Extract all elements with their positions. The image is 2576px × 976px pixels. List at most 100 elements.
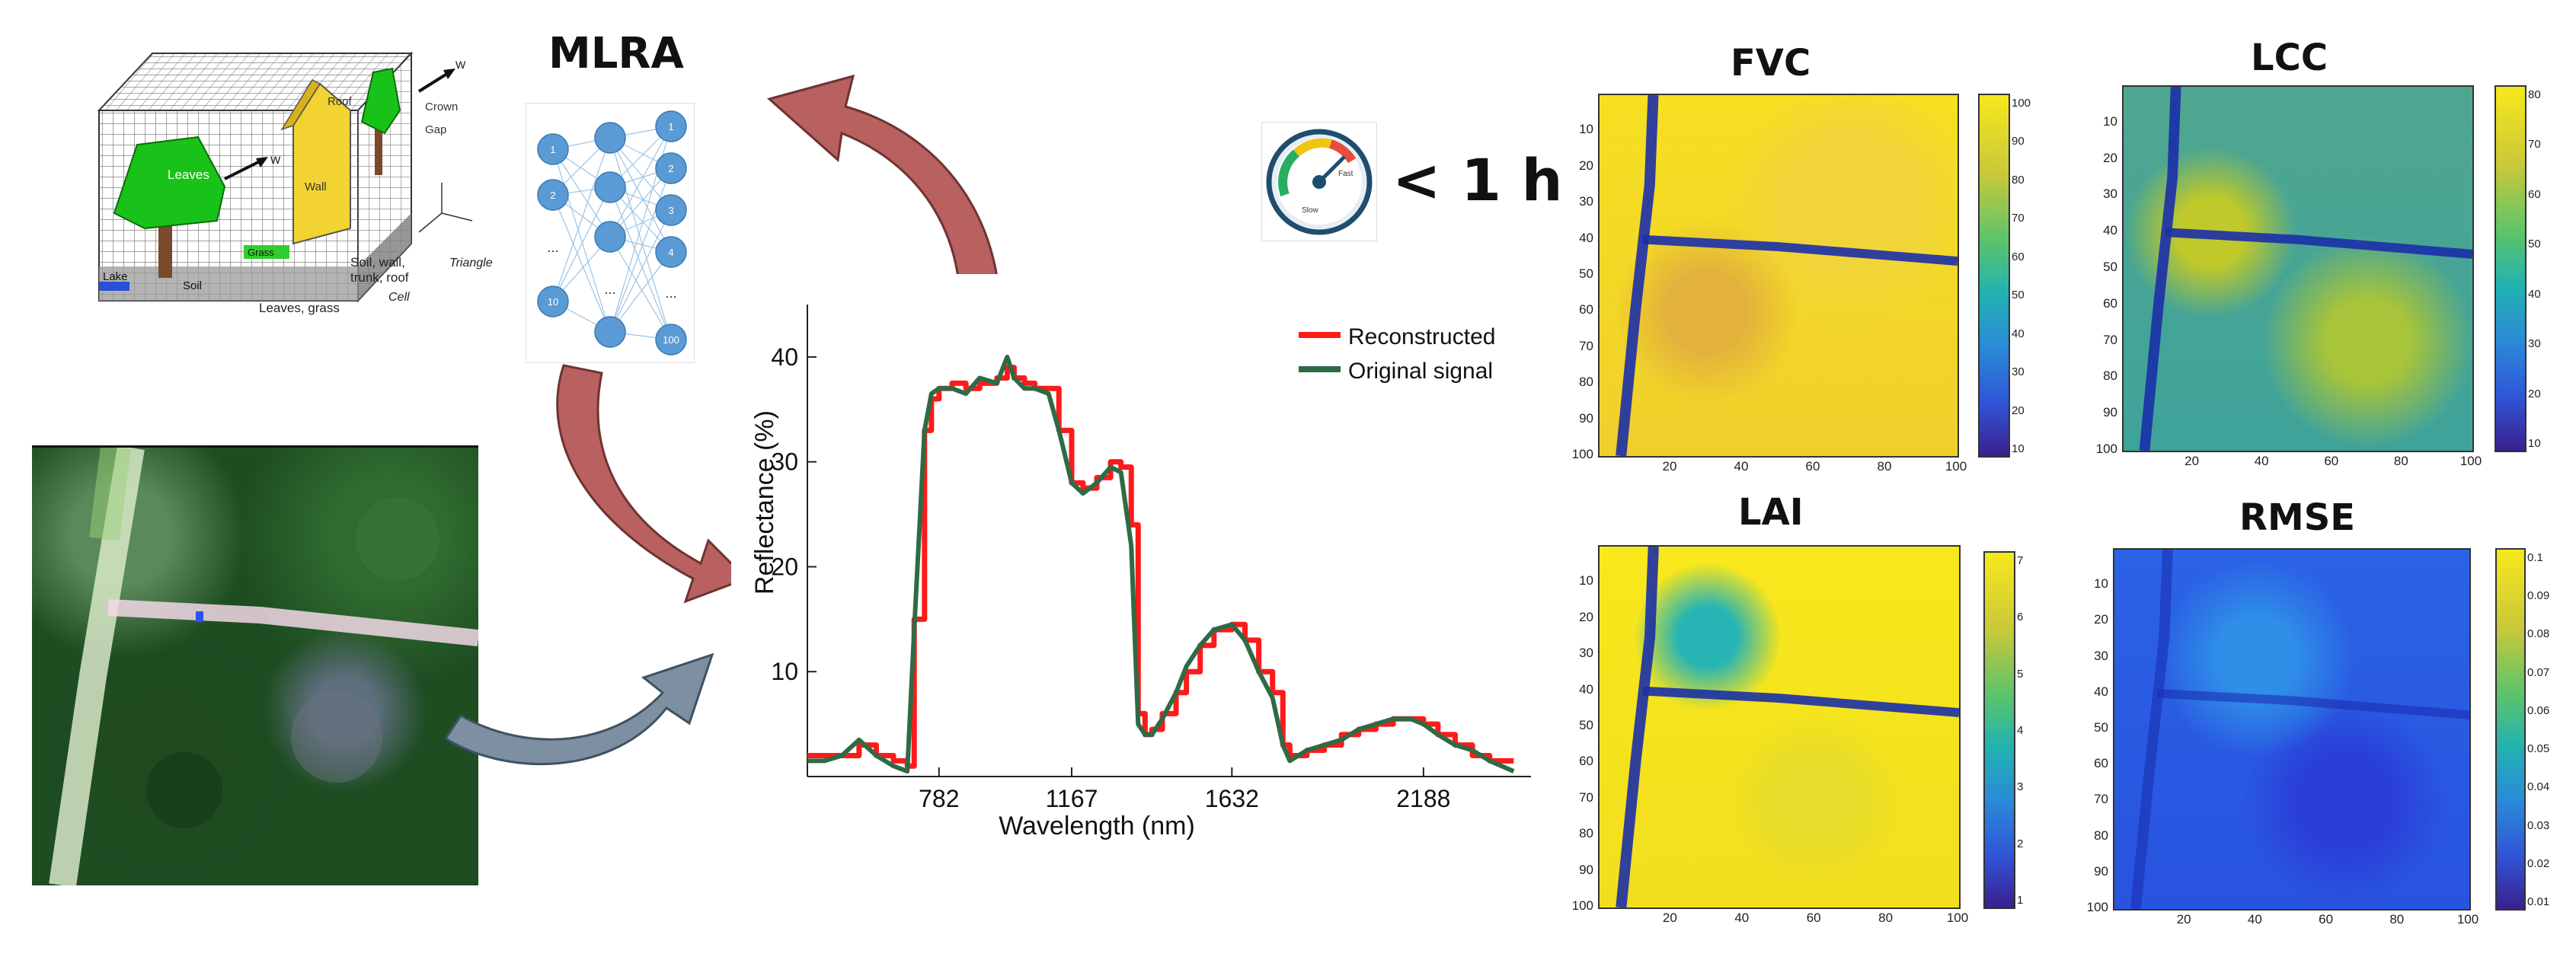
dart-label-soil: Soil	[183, 279, 202, 292]
y-axis-label: Reflectance (%)	[750, 410, 779, 595]
nn-output-node: 100	[663, 334, 679, 346]
dart-label-grass: Grass	[248, 247, 274, 258]
map-y-tick: 30	[2094, 648, 2108, 663]
map-y-tick: 20	[1579, 609, 1593, 624]
dart-label-triangle: Triangle	[449, 257, 493, 270]
colorbar-tick: 0.01	[2527, 895, 2550, 908]
dart-label-lake: Lake	[103, 270, 128, 283]
x-tick-label: 782	[919, 785, 959, 812]
nn-output-node-circle	[655, 194, 687, 226]
map-x-tick: 40	[2247, 912, 2262, 927]
arrow-mlra-to-chart	[556, 364, 749, 604]
colorbar-tick: 30	[2528, 337, 2541, 351]
map-x-tick: 20	[1662, 459, 1677, 474]
colorbar-tick: 80	[2012, 173, 2025, 187]
map-y-tick: 40	[2094, 684, 2108, 699]
map-x-tick: 60	[2319, 912, 2334, 927]
nn-input-node-circle	[537, 133, 569, 165]
arrow-image-to-chart	[446, 652, 714, 766]
map-y-tick: 70	[2103, 332, 2117, 347]
dart-note-3: Leaves, grass	[259, 301, 340, 315]
map-image-lcc	[2122, 85, 2474, 452]
map-y-tick: 50	[1579, 266, 1593, 281]
y-tick-label: 40	[771, 343, 798, 371]
speed-label: < 1 h	[1392, 146, 1563, 214]
map-x-tick: 60	[2324, 454, 2339, 468]
nn-output-node: 1	[668, 121, 673, 132]
nn-output-node: ...	[665, 285, 676, 301]
colorbar-tick: 1	[2017, 894, 2024, 907]
dart-label-w-wall: W	[455, 59, 466, 71]
map-y-tick: 50	[2094, 720, 2108, 735]
map-y-tick: 40	[1579, 230, 1593, 245]
map-y-tick: 60	[2103, 295, 2117, 311]
colorbar-tick: 4	[2017, 724, 2024, 737]
map-y-tick: 30	[1579, 646, 1593, 661]
map-y-tick: 10	[1579, 573, 1593, 588]
dart-label-cell: Cell	[388, 291, 410, 304]
nn-input-node: 1	[550, 144, 555, 155]
x-tick-label: 2188	[1396, 785, 1450, 812]
y-tick-label: 20	[771, 553, 798, 580]
map-x-tick: 60	[1805, 459, 1820, 474]
map-title-lcc: LCC	[2251, 37, 2328, 79]
map-x-tick: 40	[1734, 911, 1750, 925]
rgb-satellite-image	[32, 445, 478, 885]
dart-3d-scene: Leaves Wall Roof Crown Gap Lake Soil Gra…	[97, 51, 493, 315]
map-x-tick: 60	[1806, 911, 1821, 925]
map-title-fvc: FVC	[1731, 42, 1811, 85]
map-y-tick: 60	[2094, 756, 2108, 771]
map-y-tick: 20	[2094, 612, 2108, 627]
map-y-tick: 90	[1579, 862, 1593, 877]
dart-label-wall: Wall	[305, 180, 327, 193]
nn-input-node-circle	[537, 179, 569, 211]
map-y-tick: 80	[2094, 828, 2108, 843]
nn-output-node: 4	[668, 247, 673, 258]
map-y-tick: 70	[2094, 792, 2108, 807]
map-title-lai: LAI	[1738, 491, 1804, 534]
colorbar-tick: 0.02	[2527, 856, 2550, 870]
colorbar-tick: 3	[2017, 780, 2024, 794]
map-y-tick: 60	[1579, 302, 1593, 317]
map-x-tick: 40	[2254, 454, 2269, 468]
colorbar-tick: 80	[2528, 88, 2541, 101]
colorbar-tick: 0.03	[2527, 818, 2550, 832]
colorbar-tick: 0.07	[2527, 665, 2550, 679]
colorbar-tick: 2	[2017, 837, 2024, 850]
nn-output-node-circle	[655, 110, 687, 142]
nn-input-node: 10	[548, 296, 558, 308]
map-image-rmse	[2113, 548, 2471, 911]
nn-output-node: 3	[668, 205, 673, 216]
map-y-tick: 10	[2094, 576, 2108, 592]
colorbar-lcc	[2495, 85, 2526, 452]
dart-label-crown: Crown	[425, 100, 458, 113]
colorbar-lai	[1983, 551, 2015, 909]
map-x-tick: 20	[1662, 911, 1677, 925]
colorbar-tick: 10	[2528, 437, 2541, 450]
nn-hidden-node	[594, 316, 626, 348]
map-x-tick: 20	[2176, 912, 2191, 927]
colorbar-tick: 0.05	[2527, 742, 2550, 756]
colorbar-tick: 100	[2012, 97, 2031, 110]
map-x-tick: 100	[1946, 911, 1969, 925]
map-y-tick: 30	[2103, 187, 2117, 202]
map-y-tick: 100	[1571, 447, 1593, 461]
nn-hidden-node	[594, 171, 626, 203]
dart-label-roof: Roof	[328, 95, 353, 108]
map-y-tick: 60	[1579, 754, 1593, 769]
y-tick-label: 10	[771, 658, 798, 685]
colorbar-tick: 20	[2012, 403, 2025, 417]
nn-hidden-node	[594, 221, 626, 253]
map-y-tick: 40	[2103, 223, 2117, 238]
dart-note-1: Soil, wall,	[350, 255, 405, 270]
map-y-tick: 90	[1579, 410, 1593, 426]
legend-label-original: Original signal	[1348, 359, 1493, 384]
nn-output-node-circle	[655, 324, 687, 356]
colorbar-tick: 0.06	[2527, 703, 2550, 717]
dart-note-2: trunk, roof	[350, 270, 409, 285]
nn-input-node: ...	[547, 240, 558, 255]
map-y-tick: 10	[1579, 122, 1593, 137]
map-y-tick: 80	[1579, 826, 1593, 841]
map-x-tick: 100	[2459, 454, 2482, 468]
